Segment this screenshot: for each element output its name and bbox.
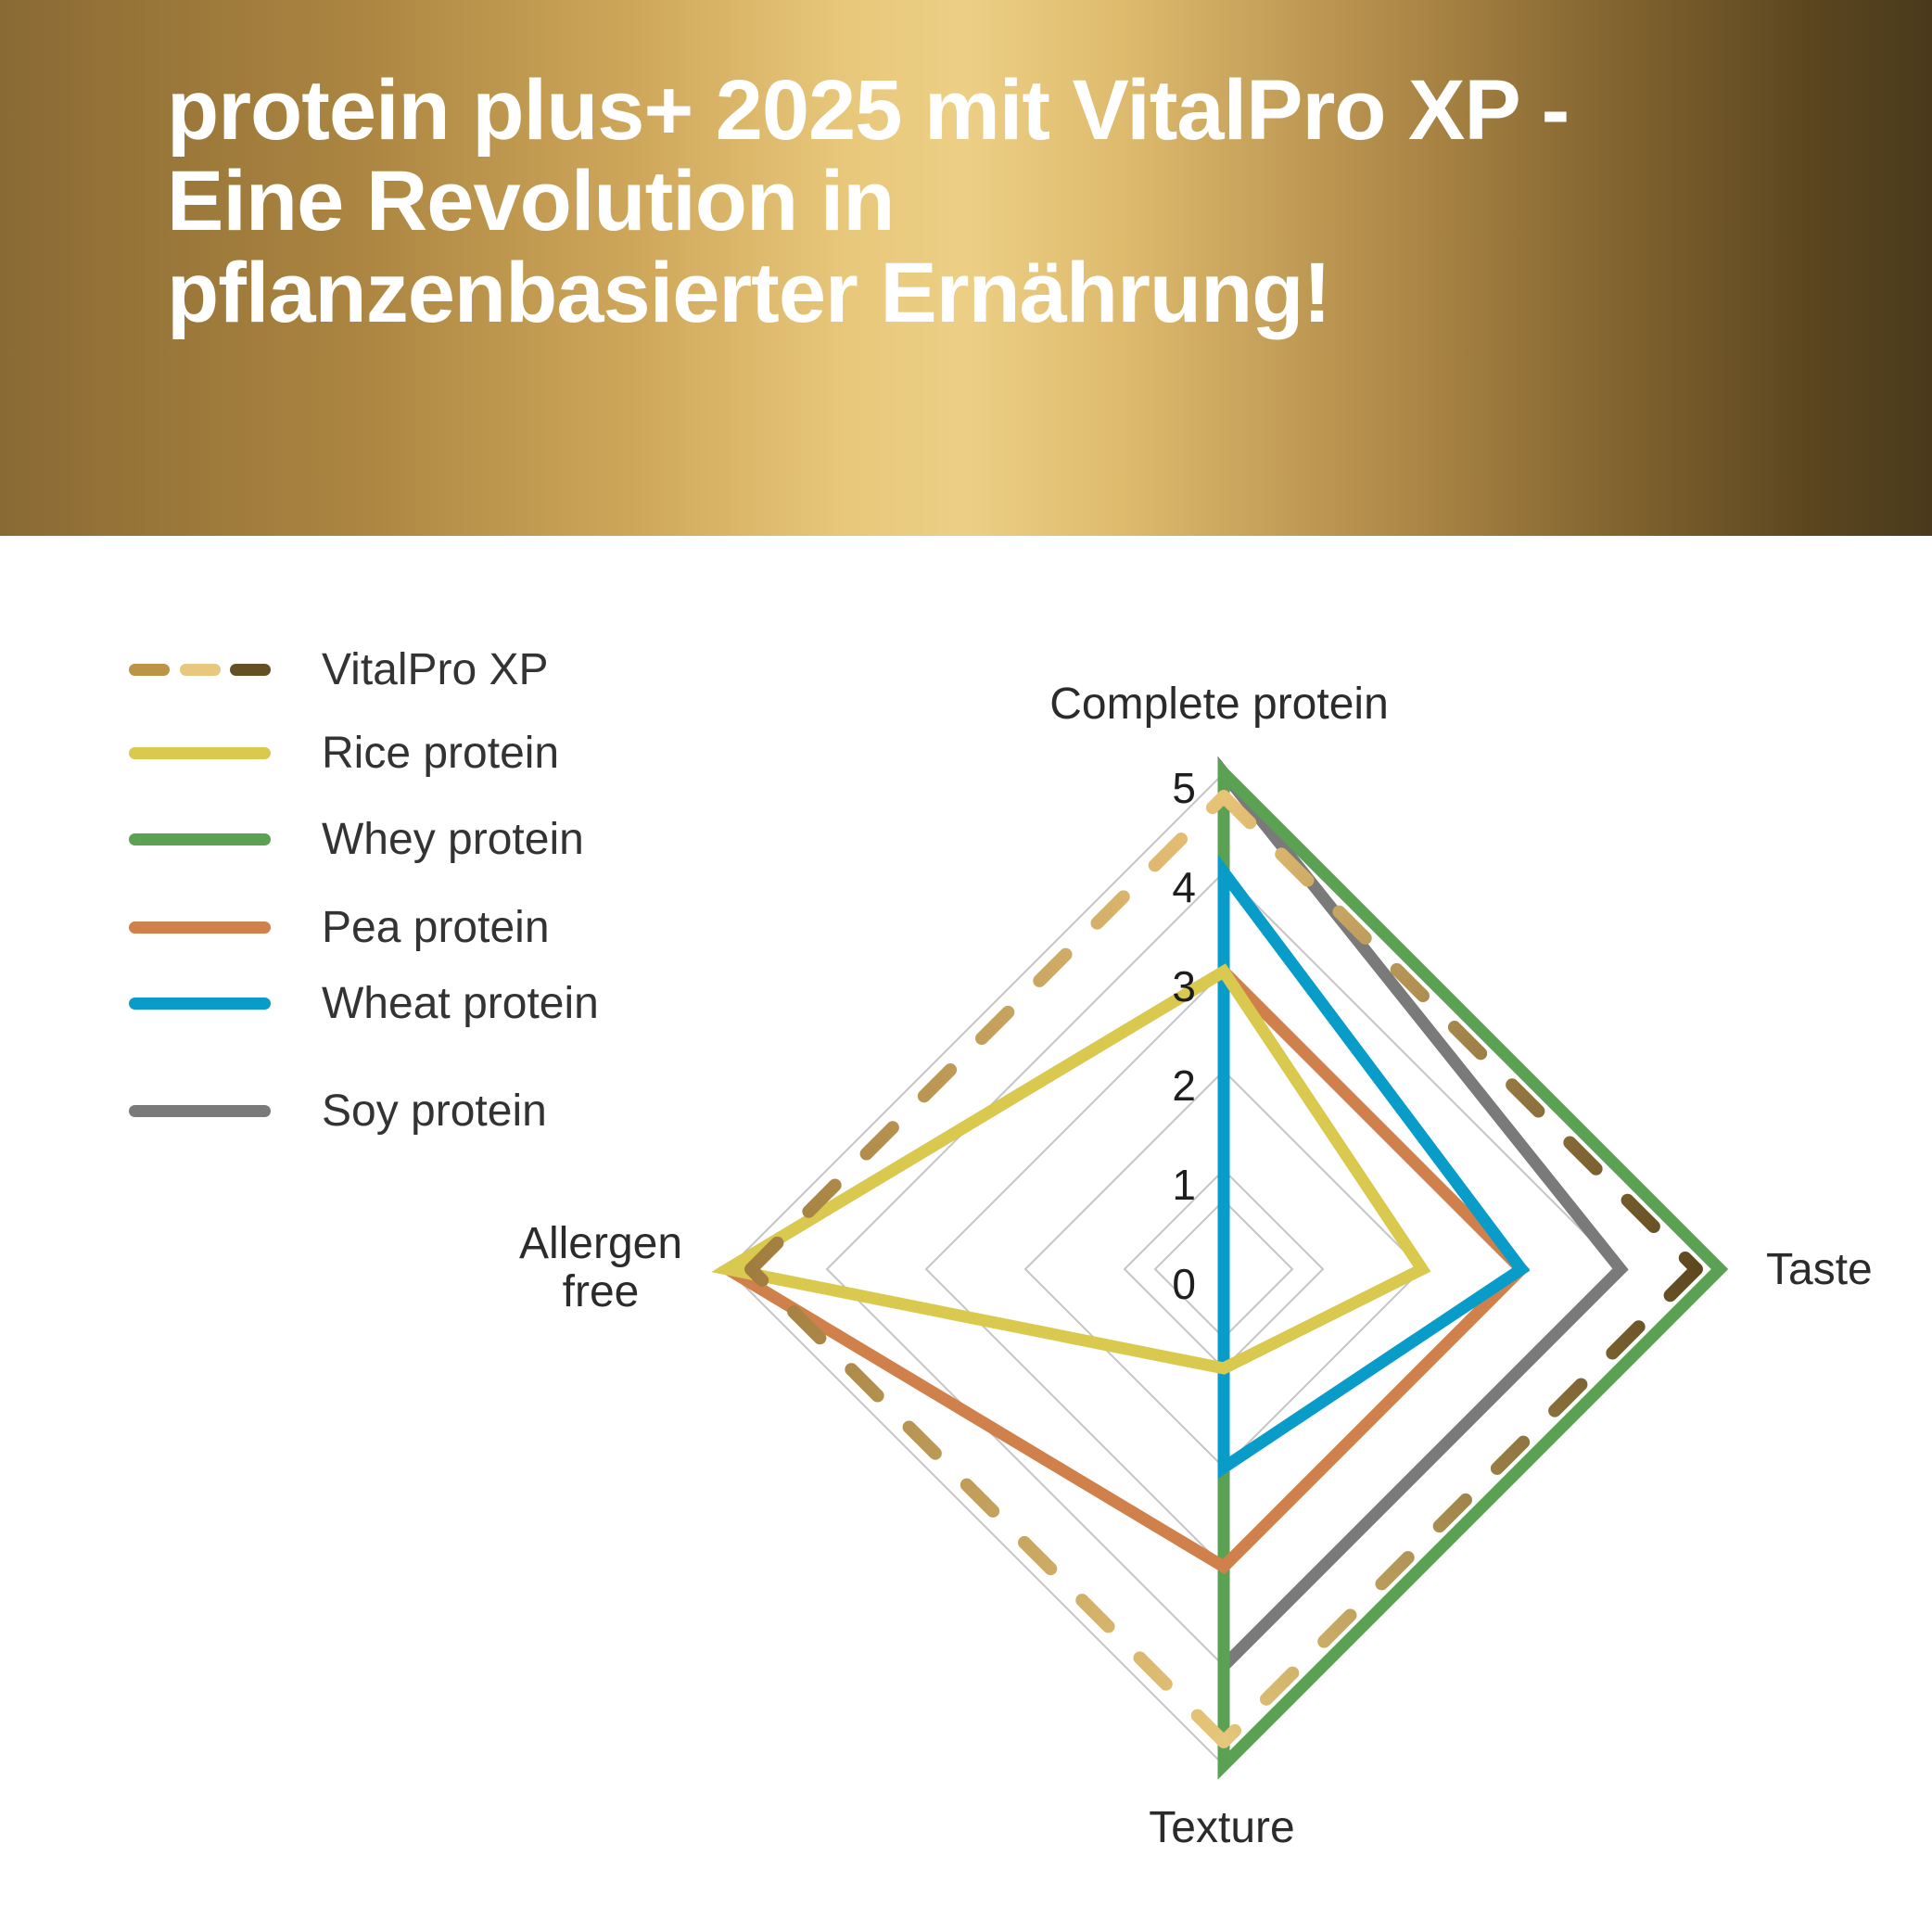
radar-axis-labels: Complete protein Taste Texture Allergen f…	[519, 680, 1873, 1852]
legend-line-rice-swatch	[129, 746, 271, 759]
radar-tick-labels: 5 4 3 2 1 0	[1172, 764, 1196, 1308]
gold-dash-1	[129, 663, 170, 676]
legend: VitalPro XP Rice protein Whey protein Pe…	[129, 0, 722, 1932]
banner: protein plus+ 2025 mit VitalPro XP - Ein…	[0, 0, 1932, 536]
legend-item-whey: Whey protein	[129, 813, 584, 865]
tick-label-4: 4	[1172, 863, 1196, 911]
series-soy-line	[1217, 756, 1629, 1681]
series-vitalpro-line-segment-4	[744, 790, 1230, 1276]
legend-item-label: Soy protein	[322, 1086, 547, 1136]
legend-item-label: Whey protein	[322, 814, 584, 864]
tick-label-3: 3	[1172, 962, 1196, 1010]
legend-item-wheat: Wheat protein	[129, 977, 599, 1029]
axis-label-texture: Texture	[1149, 1803, 1294, 1852]
legend-line-pea-swatch	[129, 921, 271, 934]
legend-item-pea: Pea protein	[129, 901, 550, 953]
legend-line-soy-swatch	[129, 1104, 271, 1117]
page-title: protein plus+ 2025 mit VitalPro XP - Ein…	[167, 63, 1570, 340]
series-vitalpro-line-segment-3	[744, 1263, 1230, 1748]
series-rice-line	[711, 963, 1431, 1375]
legend-item-label: VitalPro XP	[322, 644, 549, 694]
series-vitalpro-line-segment-1	[1217, 790, 1703, 1276]
legend-item-label: Pea protein	[322, 902, 550, 952]
axis-label-allergen-line1: Allergen	[519, 1219, 682, 1268]
legend-item-label: Rice protein	[322, 728, 560, 778]
axis-label-complete-protein: Complete protein	[1049, 680, 1389, 729]
gold-dash-2	[179, 663, 221, 676]
series-vitalpro-line-segment-2	[1217, 1263, 1703, 1748]
legend-item-soy: Soy protein	[129, 1085, 547, 1137]
legend-item-vitalpro: VitalPro XP	[129, 643, 549, 695]
tick-label-0: 0	[1172, 1260, 1196, 1308]
tick-label-5: 5	[1172, 764, 1196, 812]
legend-item-rice: Rice protein	[129, 727, 559, 779]
axis-label-allergen-line2: free	[563, 1267, 640, 1316]
axis-label-taste: Taste	[1766, 1245, 1873, 1294]
legend-line-vitalpro-swatch	[129, 663, 271, 676]
tick-label-1: 1	[1172, 1161, 1196, 1209]
series-whey-line	[1217, 758, 1729, 1780]
tick-label-2: 2	[1172, 1061, 1196, 1110]
series-wheat-line	[1217, 854, 1531, 1480]
axis-label-allergen-free: Allergen free	[519, 1219, 682, 1316]
legend-line-wheat-swatch	[129, 997, 271, 1010]
radar-series	[711, 756, 1729, 1780]
legend-line-whey-swatch	[129, 833, 271, 845]
legend-item-label: Wheat protein	[322, 978, 599, 1028]
gold-dash-3	[230, 663, 271, 676]
